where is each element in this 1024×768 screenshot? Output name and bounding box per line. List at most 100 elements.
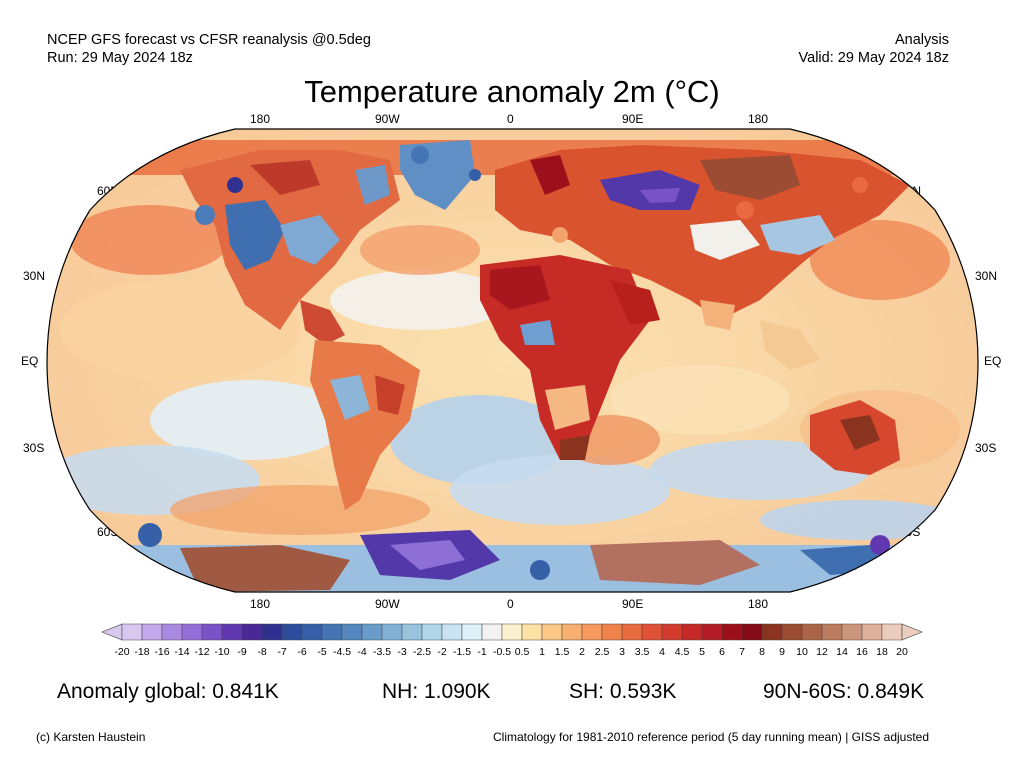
ocean-anomaly-patches (47, 205, 960, 540)
colorbar-swatch (161, 623, 183, 641)
lon-label-180w-bottom: 180 (250, 597, 271, 611)
colorbar-swatch (741, 623, 763, 641)
colorbar-tick-label: 2.5 (594, 646, 610, 658)
colorbar-tick-label: -2.5 (412, 646, 432, 658)
analysis-label: Analysis (895, 32, 949, 48)
model-description: NCEP GFS forecast vs CFSR reanalysis @0.… (47, 32, 371, 48)
colorbar-max-arrow (901, 623, 923, 641)
climatology-note: Climatology for 1981-2010 reference peri… (493, 730, 930, 744)
colorbar-tick-label: 12 (816, 646, 828, 658)
colorbar-min-arrow (101, 623, 123, 641)
colorbar (101, 623, 923, 641)
lon-label-180w-top: 180 (250, 112, 271, 126)
colorbar-tick-label: -4.5 (332, 646, 352, 658)
colorbar-swatch (701, 623, 723, 641)
colorbar-swatch (801, 623, 823, 641)
colorbar-swatch (341, 623, 363, 641)
antarctica (100, 530, 930, 592)
colorbar-tick-label: -7 (277, 646, 287, 658)
colorbar-tick-label: -10 (214, 646, 230, 658)
australia (810, 400, 900, 475)
colorbar-swatch (241, 623, 263, 641)
anomaly-speckles (138, 146, 890, 580)
run-time: Run: 29 May 2024 18z (47, 50, 193, 66)
lon-label-90w-top: 90W (375, 112, 400, 126)
lat-label-30n-left: 30N (23, 269, 46, 283)
lon-label-90e-top: 90E (622, 112, 644, 126)
colorbar-tick-label: 5 (699, 646, 705, 658)
colorbar-tick-label: 16 (856, 646, 868, 658)
eurasia (495, 145, 910, 370)
lon-label-180e-top: 180 (748, 112, 769, 126)
colorbar-swatch (581, 623, 603, 641)
africa (480, 255, 660, 460)
colorbar-swatch (361, 623, 383, 641)
colorbar-tick-label: -6 (297, 646, 307, 658)
colorbar-tick-label: -4 (357, 646, 367, 658)
colorbar-tick-label: -5 (317, 646, 327, 658)
lon-label-90e-bottom: 90E (622, 597, 644, 611)
colorbar-tick-label: 4.5 (674, 646, 690, 658)
colorbar-tick-label: 18 (876, 646, 888, 658)
colorbar-tick-label: 14 (836, 646, 848, 658)
anomaly-field (47, 129, 978, 592)
colorbar-tick-label: 8 (759, 646, 765, 658)
colorbar-tick-label: 2 (579, 646, 585, 658)
colorbar-swatch (881, 623, 903, 641)
credit: (c) Karsten Haustein (36, 730, 146, 744)
colorbar-swatch (821, 623, 843, 641)
colorbar-swatch (301, 623, 323, 641)
colorbar-tick-label: -1.5 (452, 646, 472, 658)
lat-label-eq-left: EQ (21, 354, 39, 368)
colorbar-swatch (541, 623, 563, 641)
north-america (180, 150, 400, 345)
colorbar-swatch (561, 623, 583, 641)
colorbar-swatch (601, 623, 623, 641)
colorbar-swatch (441, 623, 463, 641)
colorbar-swatch (481, 623, 503, 641)
lon-label-0-top: 0 (507, 112, 514, 126)
colorbar-tick-label: -3 (397, 646, 407, 658)
colorbar-tick-label: 4 (659, 646, 665, 658)
colorbar-swatch (261, 623, 283, 641)
colorbar-swatch (381, 623, 403, 641)
lon-label-180e-bottom: 180 (748, 597, 769, 611)
lat-label-30s-right: 30S (975, 441, 997, 455)
stat-90n-60s: 90N-60S: 0.849K (763, 680, 925, 703)
colorbar-tick-label: -20 (114, 646, 130, 658)
lon-label-0-bottom: 0 (507, 597, 514, 611)
colorbar-swatch (321, 623, 343, 641)
colorbar-tick-label: -0.5 (492, 646, 512, 658)
colorbar-swatch (621, 623, 643, 641)
colorbar-swatch (861, 623, 883, 641)
colorbar-swatch (761, 623, 783, 641)
colorbar-swatch (501, 623, 523, 641)
colorbar-swatch (201, 623, 223, 641)
colorbar-tick-label: 6 (719, 646, 725, 658)
colorbar-swatch (641, 623, 663, 641)
colorbar-swatch (181, 623, 203, 641)
colorbar-tick-label: -12 (194, 646, 210, 658)
stat-nh: NH: 1.090K (382, 680, 491, 703)
colorbar-tick-label: -1 (477, 646, 487, 658)
lon-label-90w-bottom: 90W (375, 597, 400, 611)
stat-sh: SH: 0.593K (569, 680, 677, 703)
colorbar-tick-label: -8 (257, 646, 267, 658)
colorbar-tick-label: 0.5 (514, 646, 530, 658)
colorbar-tick-label: -3.5 (372, 646, 392, 658)
colorbar-tick-label: 10 (796, 646, 808, 658)
colorbar-tick-label: -2 (437, 646, 447, 658)
colorbar-tick-label: 1.5 (554, 646, 570, 658)
colorbar-swatch (141, 623, 163, 641)
colorbar-tick-label: 1 (539, 646, 545, 658)
south-america (310, 340, 420, 510)
colorbar-tick-label: -16 (154, 646, 170, 658)
colorbar-tick-label: -18 (134, 646, 150, 658)
globe-outline (46, 128, 979, 593)
colorbar-swatch (461, 623, 483, 641)
colorbar-tick-label: 9 (779, 646, 785, 658)
colorbar-swatch (661, 623, 683, 641)
stat-global: Anomaly global: 0.841K (57, 680, 279, 703)
colorbar-swatch (841, 623, 863, 641)
